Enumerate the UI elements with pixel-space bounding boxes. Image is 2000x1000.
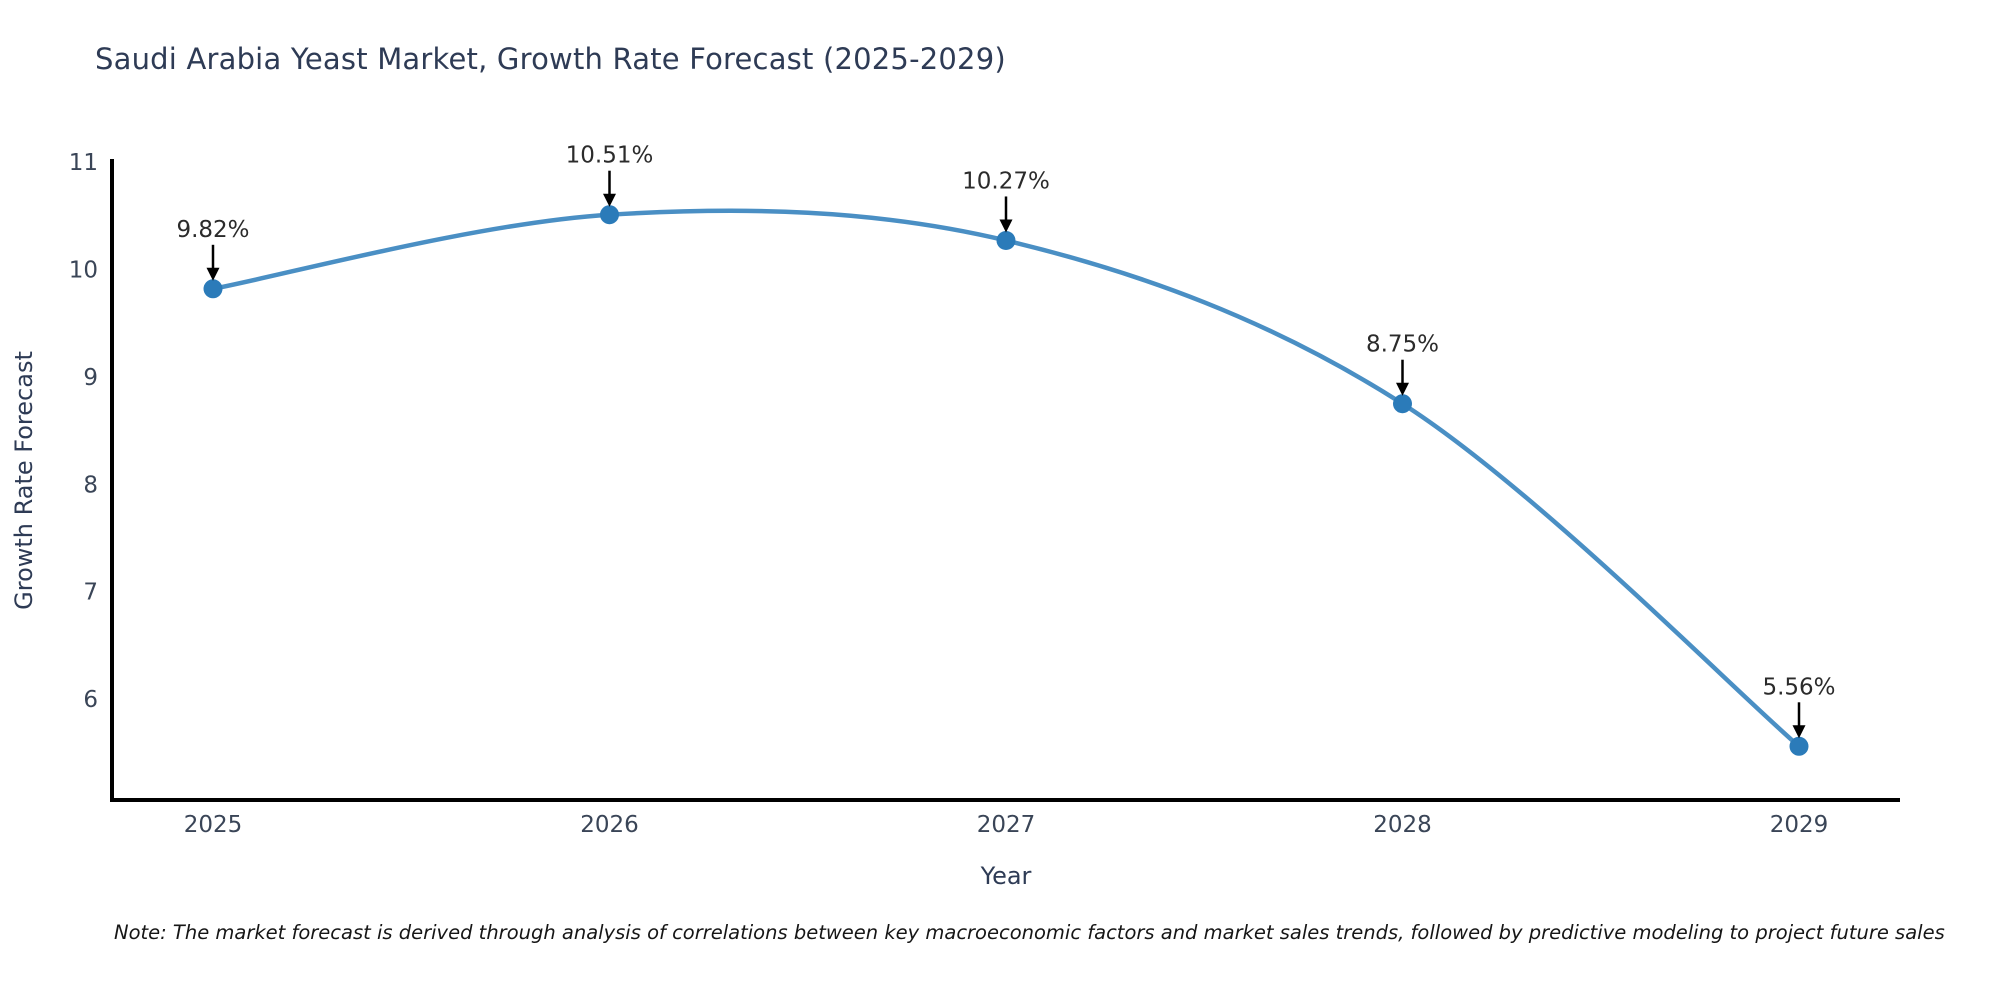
annotation-arrowhead-icon — [1396, 382, 1409, 396]
y-tick-label: 11 — [69, 150, 98, 176]
x-tick-label: 2028 — [1373, 812, 1432, 838]
x-tick-label: 2025 — [184, 812, 243, 838]
x-axis-title: Year — [980, 862, 1032, 890]
data-point-marker — [996, 230, 1016, 250]
data-point-marker — [600, 205, 619, 225]
y-tick-label: 10 — [69, 257, 98, 283]
y-tick-label: 9 — [83, 365, 98, 391]
annotation-arrowhead-icon — [206, 267, 220, 281]
chart-title: Saudi Arabia Yeast Market, Growth Rate F… — [95, 42, 1006, 76]
annotation-arrowhead-icon — [1792, 725, 1806, 739]
data-point-marker — [1393, 394, 1412, 414]
data-point-label: 10.51% — [566, 143, 654, 169]
x-tick-label: 2029 — [1770, 812, 1829, 838]
x-tick-label: 2027 — [977, 812, 1036, 838]
y-tick-label: 8 — [83, 472, 98, 498]
forecast-line — [210, 208, 1802, 749]
data-point-label: 8.75% — [1366, 332, 1439, 358]
y-tick-label: 6 — [83, 687, 98, 713]
annotation-arrowhead-icon — [999, 219, 1013, 233]
chart-footnote: Note: The market forecast is derived thr… — [114, 921, 1945, 944]
annotation-arrowhead-icon — [603, 193, 616, 207]
x-tick-label: 2026 — [580, 812, 639, 838]
data-point-marker — [1789, 736, 1809, 756]
y-tick-label: 7 — [83, 580, 98, 606]
data-point-label: 10.27% — [962, 168, 1050, 194]
data-point-label: 5.56% — [1762, 674, 1835, 700]
y-axis-title: Growth Rate Forecast — [10, 351, 38, 610]
data-point-label: 9.82% — [176, 217, 249, 243]
data-point-marker — [203, 279, 223, 299]
